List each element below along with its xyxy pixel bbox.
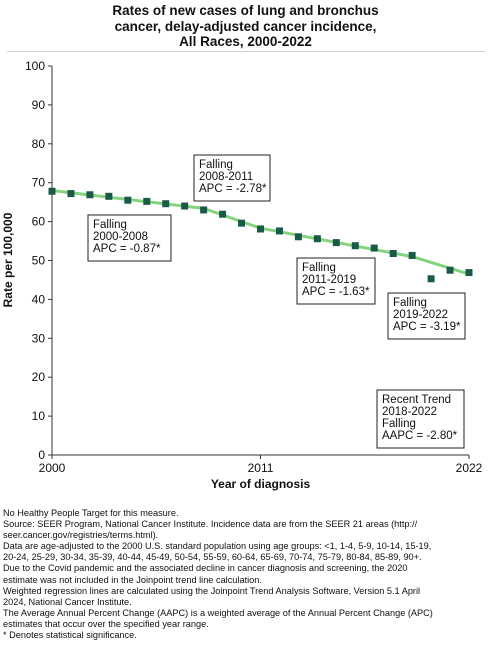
footnote-line: 20-24, 25-29, 30-34, 35-39, 40-44, 45-49… [3,552,422,563]
x-axis-label: Year of diagnosis [211,477,311,491]
callout-text-line: APC = -1.63* [302,286,370,298]
callout-text-line: 2011-2019 [302,274,356,286]
chart-title-line: Rates of new cases of lung and bronchus [112,3,379,18]
footnote-line: estimates that occur over the specified … [3,618,209,629]
trend-line-segment [202,206,262,230]
title-divider [7,51,485,52]
data-point-marker [238,219,246,227]
y-tick-label: 100 [25,59,45,73]
data-point-marker [275,227,283,235]
data-point-marker [257,225,264,233]
observed-points [48,187,473,283]
x-tick-label: 2011 [248,461,274,475]
x-tick-label: 2000 [39,461,66,475]
data-point-marker [332,239,340,247]
callout-box [87,214,172,262]
footnotes: No Healthy People Target for this measur… [3,508,489,641]
data-point-marker [446,266,454,274]
data-point-marker [124,196,132,204]
footnote-line: Data are age-adjusted to the 2000 U.S. s… [3,541,432,552]
lung-cancer-incidence-chart: 0 10 20 30 40 50 60 70 80 90 100 2000 2011 2022 Falli… [1,59,483,491]
callout-box [193,154,271,202]
x-tick-label: 2022 [456,461,483,475]
data-point-marker [370,244,378,252]
callout-text-line: APC = -3.19* [393,321,461,333]
callout-text-line: 2000-2008 [93,231,148,243]
callout-box [296,257,376,305]
data-point-marker [389,249,397,257]
footnote-line: Source: SEER Program, National Cancer In… [3,519,418,530]
callout-text-line: APC = -2.78* [199,183,267,195]
callout-text-line: Falling [382,418,416,430]
data-point-marker [48,187,56,195]
callout-text-line: Falling [393,297,427,309]
y-axis-label: Rate per 100,000 [1,212,15,307]
data-point-marker [427,275,435,283]
data-point-marker [294,233,302,241]
axes: 0 10 20 30 40 50 60 70 80 90 100 2000 2011 2022 [25,59,483,475]
data-point-marker [408,251,416,259]
callout-text-line: Falling [199,159,233,171]
y-tick-label: 30 [32,331,46,345]
trend-line-segment [410,255,471,276]
footnote-line: Weighted regression lines are calculated… [3,585,421,596]
y-tick-label: 50 [32,254,46,268]
data-point-marker [351,242,359,250]
callout-text-line: APC = -0.87* [93,243,161,255]
callout-text-line: 2018-2022 [382,406,437,418]
y-tick-label: 90 [32,98,46,112]
callout-box [387,292,466,340]
y-tick-label: 40 [32,292,46,306]
footnote-line: The Average Annual Percent Change (AAPC)… [3,607,433,618]
data-point-marker [465,269,473,277]
footnote-line: Due to the Covid pandemic and the associ… [3,563,408,574]
data-point-marker [162,200,170,208]
y-tick-label: 80 [32,137,46,151]
footnote-line: seer.cancer.gov/registries/terms.html). [3,530,159,541]
y-tick-label: 0 [38,448,45,462]
data-point-marker [105,192,113,200]
callout-text-line: Falling [302,262,336,274]
chart-title-line: cancer, delay-adjusted cancer incidence, [114,18,377,34]
chart-title: Rates of new cases of lung and bronchus … [0,3,491,50]
callout-text-line: 2019-2022 [393,309,448,321]
y-tick-label: 20 [32,370,46,384]
data-point-marker [181,202,189,210]
y-tick-label: 70 [32,176,46,190]
footnote-line: 2024, National Cancer Institute. [3,596,132,607]
data-point-marker [313,235,321,243]
footnote-line: * Denotes statistical significance. [3,630,137,641]
data-point-marker [200,206,208,214]
callout-text-line: Recent Trend [382,394,451,406]
y-tick-label: 60 [32,215,46,229]
data-point-marker [86,191,94,199]
callout-text-line: AAPC = -2.80* [382,430,458,442]
y-tick-label: 10 [32,409,46,423]
data-point-marker [67,190,75,198]
data-point-marker [143,197,151,205]
footnote-line: estimate was not included in the Joinpoi… [3,574,262,585]
chart-title-line: All Races, 2000-2022 [179,34,312,49]
data-point-marker [219,210,227,218]
callout-box [376,389,465,449]
callout-text-line: 2008-2011 [199,171,253,183]
footnote-line: No Healthy People Target for this measur… [3,508,179,518]
callout-text-line: Falling [93,219,127,231]
